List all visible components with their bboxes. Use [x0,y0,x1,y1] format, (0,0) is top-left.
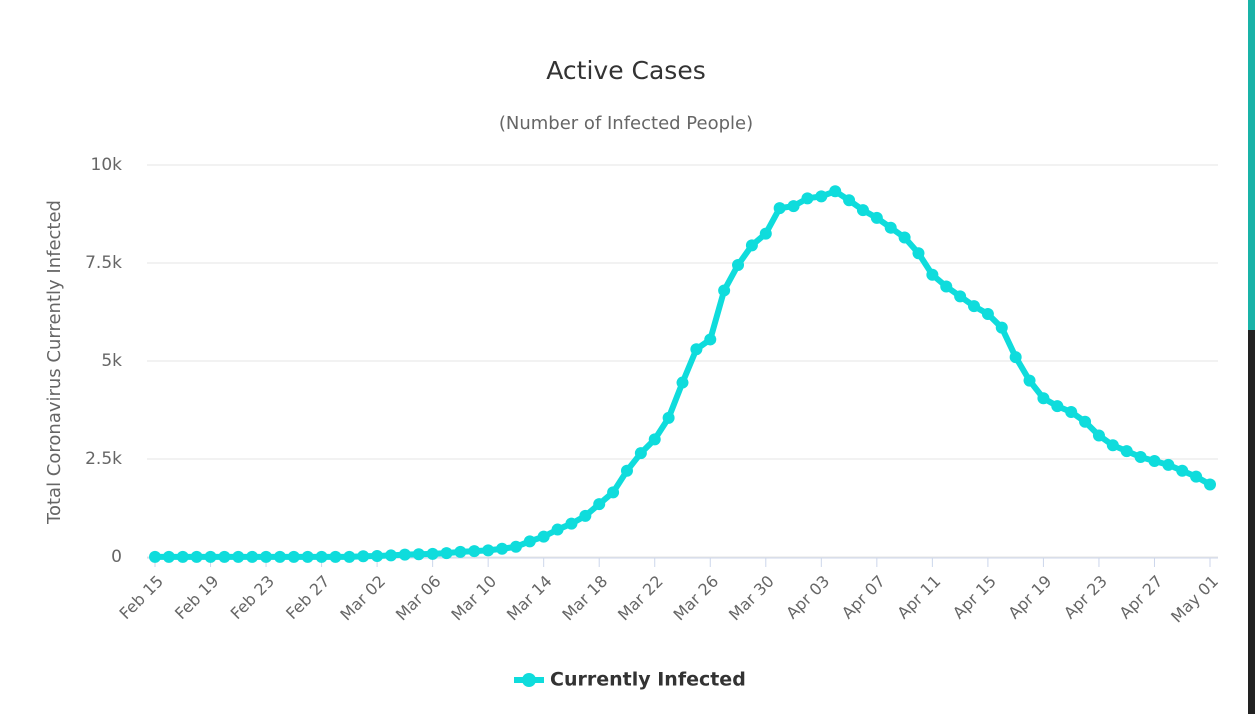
chart-title: Active Cases [546,56,706,85]
point [1162,458,1175,471]
y-tick-label: 0 [111,547,122,567]
point [1204,478,1216,491]
point [176,550,189,563]
point [218,550,231,563]
point [593,498,606,511]
scrollbar-bottom [1248,330,1255,714]
point [1079,415,1092,428]
point [607,486,620,499]
point [1106,439,1119,452]
point [440,547,453,560]
point [329,550,342,563]
point [829,185,842,198]
point [732,258,745,271]
y-tick-label: 7.5k [85,253,122,273]
point [454,545,467,558]
point [149,550,161,563]
point [1120,445,1133,458]
point [190,550,203,563]
y-tick-label: 10k [91,155,123,175]
y-axis-label: Total Coronavirus Currently Infected [44,200,65,525]
point [551,523,564,536]
point [634,447,647,460]
point [1037,392,1050,405]
point [287,550,300,563]
legend-marker [522,673,536,687]
point [343,550,356,563]
point [954,290,967,303]
point [1065,405,1078,418]
point [912,247,925,260]
point [745,239,758,252]
point [843,194,856,207]
point [968,300,981,313]
point [995,321,1008,334]
point [565,517,578,530]
point [620,464,633,477]
point [246,550,259,563]
point [273,550,286,563]
point [801,192,814,205]
chart-subtitle: (Number of Infected People) [499,113,753,134]
point [232,550,245,563]
point [162,550,175,563]
point [690,343,703,356]
point [537,530,550,543]
point [260,550,273,563]
point [301,550,314,563]
point [1009,351,1022,364]
point [676,376,689,389]
point [648,433,661,446]
point [940,280,953,293]
point [1134,451,1147,464]
point [398,548,411,561]
point [704,333,717,346]
point [662,411,675,424]
point [718,284,731,297]
point [870,211,883,224]
point [856,204,869,217]
point [482,544,495,557]
point [496,542,509,555]
y-tick-label: 2.5k [85,449,122,469]
scrollbar-top [1248,0,1255,330]
point [759,227,772,240]
point [384,549,397,562]
point [884,221,897,234]
point [773,202,786,215]
point [371,550,384,563]
point [315,550,328,563]
point [509,540,522,553]
point [523,535,536,548]
legend-label: Currently Infected [550,669,746,691]
point [981,307,994,320]
point [787,200,800,213]
point [898,231,911,244]
y-tick-label: 5k [101,351,122,371]
point [1051,400,1064,413]
point [1092,429,1105,442]
point [426,547,439,560]
point [1023,374,1036,387]
point [204,550,217,563]
point [1176,464,1189,477]
point [815,190,828,203]
point [579,509,592,522]
point [926,268,939,281]
point [1190,470,1203,483]
point [357,550,370,563]
point [468,545,481,558]
point [412,548,425,561]
point [1148,454,1161,467]
